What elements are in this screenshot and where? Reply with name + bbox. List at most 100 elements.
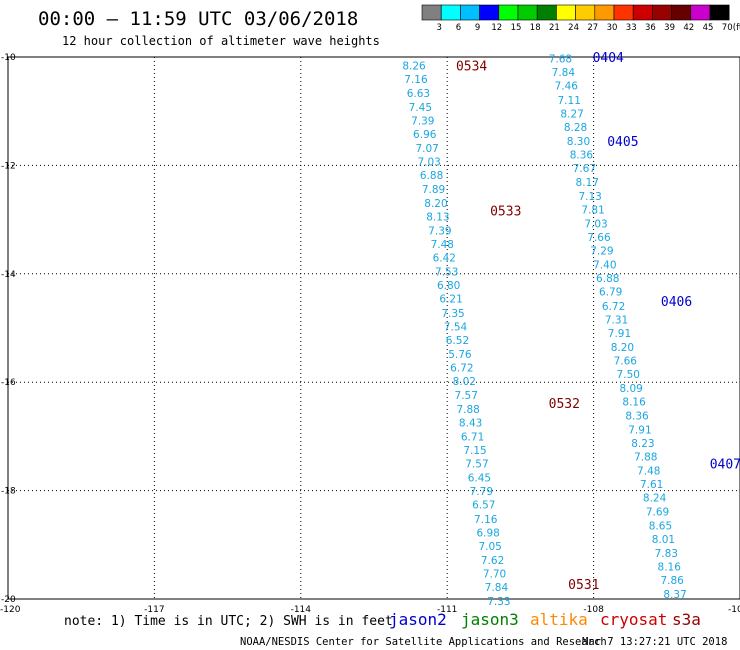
- legend-tick-label: 12: [491, 23, 502, 33]
- swh-value: 8.23: [631, 438, 654, 450]
- legend-tick-label: 70: [722, 23, 733, 33]
- swh-value: 8.26: [402, 61, 426, 73]
- legend-unit-label: (ft): [733, 23, 740, 33]
- legend-tick-label: 30: [607, 23, 618, 33]
- swh-value: 6.63: [407, 88, 430, 100]
- swh-value: 7.67: [573, 163, 596, 175]
- swh-value: 8.24: [643, 493, 667, 505]
- swh-value: 7.07: [415, 143, 438, 155]
- satellite-legend-jason3: jason3: [461, 610, 519, 629]
- swh-value: 7.86: [660, 575, 684, 587]
- swh-value: 7.89: [422, 184, 445, 196]
- legend-tick-label: 45: [703, 23, 714, 33]
- swh-value: 7.50: [617, 369, 640, 381]
- swh-value: 8.16: [622, 397, 646, 409]
- x-tick-label: -114: [291, 605, 312, 615]
- footer-timestamp: Mar 7 13:27:21 UTC 2018: [582, 636, 727, 648]
- legend-swatch: [440, 4, 461, 21]
- legend-tick-label: 9: [475, 23, 480, 33]
- satellite-legend: jason2 jason3 altika cryosat s3a: [389, 610, 701, 629]
- swh-value: 6.79: [599, 287, 622, 299]
- legend-swatch: [536, 4, 557, 21]
- swh-value: 6.72: [602, 301, 625, 313]
- swh-value: 7.91: [608, 328, 631, 340]
- swh-value: 7.48: [637, 466, 660, 478]
- legend-swatch: [517, 4, 538, 21]
- swh-value: 8.01: [652, 534, 675, 546]
- legend-swatch: [575, 4, 596, 21]
- swh-value: 7.05: [478, 541, 501, 553]
- swh-value: 7.31: [605, 314, 628, 326]
- swh-value: 7.48: [431, 239, 454, 251]
- swh-value: 7.16: [474, 514, 498, 526]
- swh-value: 7.66: [614, 356, 638, 368]
- plot-area: -10 -12 -14 -16 -18 -20 -117 -114 -111 -108 -120 -1…: [0, 51, 740, 615]
- swh-value: 7.84: [552, 67, 576, 79]
- swh-value: 7.46: [555, 81, 579, 93]
- swh-value: 6.80: [437, 280, 460, 292]
- legend-swatch: [709, 4, 730, 21]
- time-label: 0407: [710, 458, 740, 473]
- time-label: 0532: [549, 397, 580, 412]
- swh-value: 7.35: [441, 308, 464, 320]
- swh-value: 7.45: [409, 102, 432, 114]
- x-tick-label: -108: [583, 605, 604, 615]
- y-tick-label: -18: [1, 487, 16, 497]
- satellite-legend-cryosat: cryosat: [600, 610, 667, 629]
- swh-value: 8.20: [611, 342, 634, 354]
- swh-value: 7.57: [465, 459, 488, 471]
- swh-value: 7.15: [463, 445, 486, 457]
- y-tick-label: -10: [1, 53, 16, 63]
- swh-value: 7.39: [428, 225, 451, 237]
- swh-value: 7.03: [584, 218, 607, 230]
- swh-value: 7.16: [404, 74, 428, 86]
- x-tick-label: -111: [437, 605, 457, 615]
- swh-value: 8.20: [424, 198, 447, 210]
- swh-value: 8.17: [576, 177, 599, 189]
- swh-value: 7.54: [444, 321, 468, 333]
- satellite-tracks: 8.267.166.637.457.396.967.077.036.887.89…: [402, 51, 740, 608]
- legend-tick-label: 33: [626, 23, 637, 33]
- swh-value: 7.69: [646, 507, 669, 519]
- swh-value: 7.66: [587, 232, 611, 244]
- swh-value: 7.29: [590, 245, 613, 257]
- swh-value: 6.42: [433, 253, 456, 265]
- swh-value: 8.28: [564, 122, 587, 134]
- y-tick-label: -16: [1, 378, 16, 388]
- legend-tick-label: 18: [530, 23, 541, 33]
- swh-value: 7.57: [455, 390, 478, 402]
- swh-value: 7.83: [655, 548, 678, 560]
- satellite-legend-altika: altika: [530, 610, 588, 629]
- swh-value: 6.21: [439, 294, 462, 306]
- x-edge-label: -10: [728, 605, 740, 615]
- swh-value: 6.57: [472, 500, 495, 512]
- legend-tick-label: 6: [456, 23, 461, 33]
- swh-value: 7.79: [470, 486, 493, 498]
- swh-value: 7.03: [417, 157, 440, 169]
- swh-value: 7.53: [435, 267, 458, 279]
- legend-tick-label: 24: [568, 23, 579, 33]
- legend-tick-label: 27: [587, 23, 598, 33]
- swh-value: 8.30: [567, 136, 590, 148]
- y-tick-label: -12: [1, 161, 16, 171]
- swh-value: 6.96: [413, 129, 437, 141]
- legend-swatch: [460, 4, 480, 21]
- swh-value: 8.65: [649, 520, 672, 532]
- plot-frame: [7, 56, 740, 600]
- swh-value: 7.11: [558, 95, 581, 107]
- swh-value: 8.13: [426, 211, 449, 223]
- swh-value: 7.62: [481, 555, 504, 567]
- axis-ticks: -10 -12 -14 -16 -18 -20 -117 -114 -111 -108 -120 -1…: [0, 53, 740, 615]
- swh-value: 6.88: [420, 170, 443, 182]
- legend-swatch: [632, 4, 653, 21]
- legend-swatch: [613, 4, 634, 21]
- swh-value: 7.88: [634, 451, 657, 463]
- legend-swatch: [498, 4, 519, 21]
- legend-tick-label: 15: [511, 23, 522, 33]
- track-jason2: 7.687.847.467.118.278.288.308.367.678.17…: [549, 51, 740, 601]
- legend-swatch: [479, 4, 500, 21]
- legend-swatch: [671, 4, 692, 21]
- legend-tick-label: 3: [436, 23, 441, 33]
